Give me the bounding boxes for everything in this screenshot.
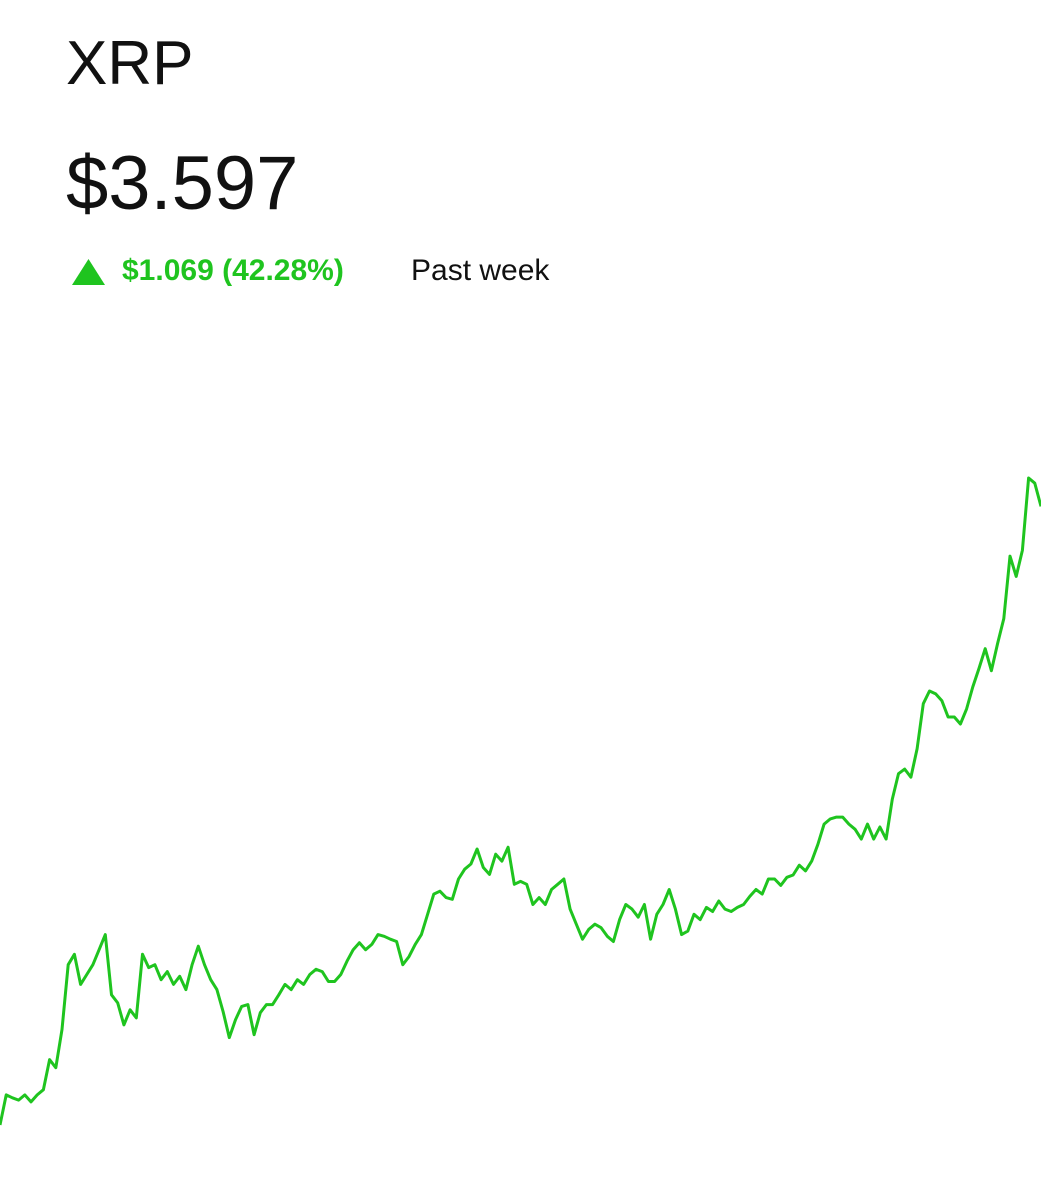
up-arrow	[72, 259, 105, 285]
price-line	[0, 476, 1041, 1126]
period: Past week	[411, 254, 550, 287]
asset-name: XRP	[66, 29, 194, 98]
price: $3.597	[66, 141, 299, 226]
price-change: $1.069 (42.28%)	[122, 254, 344, 287]
